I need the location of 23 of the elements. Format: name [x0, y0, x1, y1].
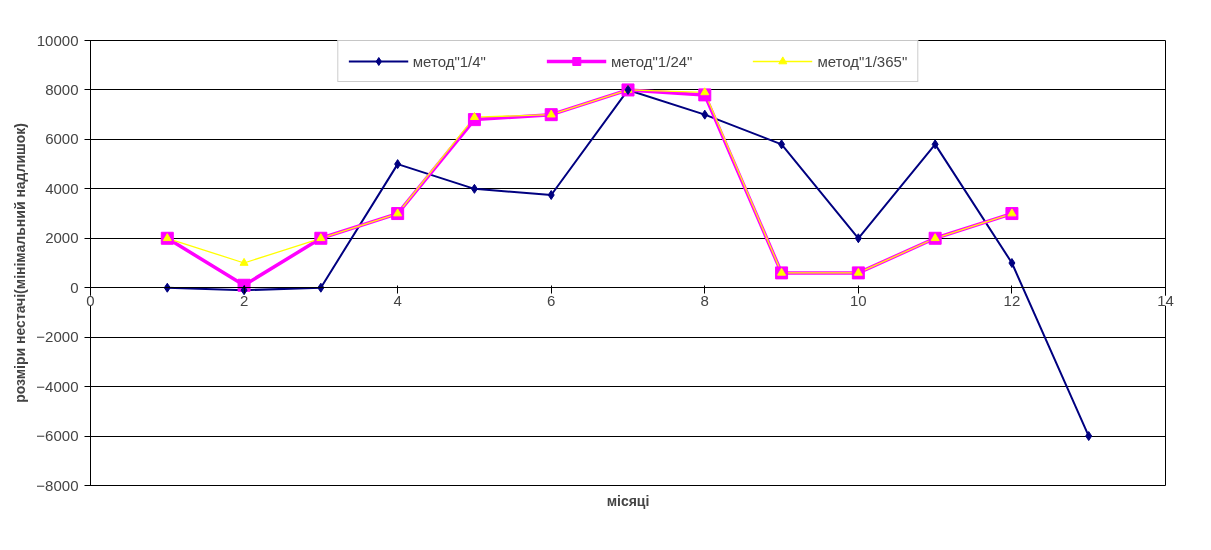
- legend-label: метод"1/24": [610, 52, 693, 70]
- x-tick-label: 2: [239, 291, 249, 309]
- legend-label: метод"1/365": [817, 52, 908, 70]
- y-tick-label: 4000: [45, 179, 79, 197]
- x-tick-label: 4: [393, 291, 402, 309]
- x-tick-label: 0: [86, 291, 95, 309]
- y-axis-title: розміри нестачі(мінімальний надлишок): [12, 123, 29, 403]
- x-tick-label: 14: [1157, 291, 1174, 309]
- y-tick-label: 6000: [45, 130, 79, 148]
- y-tick-label: −8000: [36, 476, 79, 494]
- x-tick-label: 6: [547, 291, 556, 309]
- legend-label: метод"1/4": [412, 52, 486, 70]
- y-tick-label: −2000: [36, 328, 79, 346]
- y-tick-label: 2000: [45, 229, 79, 247]
- x-tick-label: 10: [850, 291, 867, 309]
- y-tick-label: −6000: [36, 427, 79, 445]
- y-tick-label: 0: [70, 278, 79, 296]
- y-tick-label: 8000: [45, 80, 79, 98]
- x-tick-label: 8: [700, 291, 709, 309]
- y-tick-label: 10000: [36, 31, 79, 49]
- x-tick-label: 12: [1003, 291, 1021, 309]
- y-tick-label: −4000: [36, 377, 79, 395]
- x-axis-title: місяці: [606, 492, 650, 509]
